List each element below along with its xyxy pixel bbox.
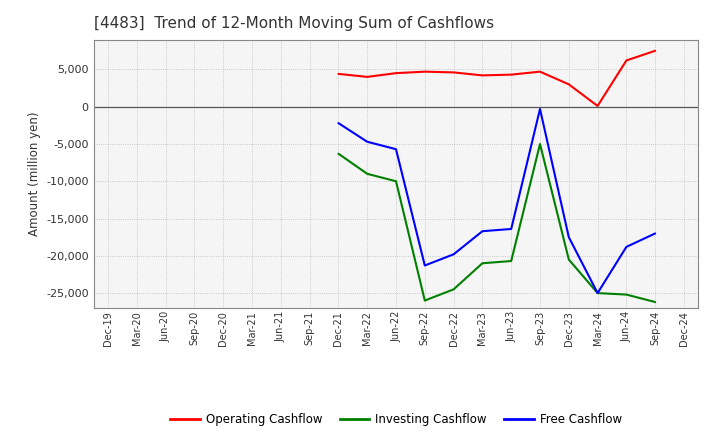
Operating Cashflow xyxy=(478,73,487,78)
Operating Cashflow xyxy=(449,70,458,75)
Investing Cashflow xyxy=(507,258,516,264)
Investing Cashflow xyxy=(536,141,544,147)
Operating Cashflow xyxy=(536,69,544,74)
Free Cashflow xyxy=(478,228,487,234)
Operating Cashflow xyxy=(334,71,343,77)
Free Cashflow xyxy=(507,226,516,231)
Investing Cashflow xyxy=(622,292,631,297)
Operating Cashflow xyxy=(392,70,400,76)
Line: Operating Cashflow: Operating Cashflow xyxy=(338,51,655,106)
Operating Cashflow xyxy=(622,58,631,63)
Operating Cashflow xyxy=(651,48,660,53)
Investing Cashflow xyxy=(392,179,400,184)
Investing Cashflow xyxy=(651,299,660,304)
Operating Cashflow xyxy=(507,72,516,77)
Investing Cashflow xyxy=(363,171,372,176)
Investing Cashflow xyxy=(478,260,487,266)
Free Cashflow xyxy=(593,290,602,296)
Free Cashflow xyxy=(392,147,400,152)
Operating Cashflow xyxy=(593,103,602,109)
Free Cashflow xyxy=(420,263,429,268)
Operating Cashflow xyxy=(420,69,429,74)
Operating Cashflow xyxy=(564,82,573,87)
Line: Free Cashflow: Free Cashflow xyxy=(338,109,655,293)
Free Cashflow xyxy=(651,231,660,236)
Free Cashflow xyxy=(536,106,544,112)
Investing Cashflow xyxy=(593,290,602,296)
Investing Cashflow xyxy=(449,287,458,292)
Free Cashflow xyxy=(334,121,343,126)
Free Cashflow xyxy=(363,139,372,144)
Investing Cashflow xyxy=(420,298,429,303)
Free Cashflow xyxy=(622,244,631,249)
Y-axis label: Amount (million yen): Amount (million yen) xyxy=(27,112,40,236)
Text: [4483]  Trend of 12-Month Moving Sum of Cashflows: [4483] Trend of 12-Month Moving Sum of C… xyxy=(94,16,494,32)
Operating Cashflow xyxy=(363,74,372,80)
Free Cashflow xyxy=(449,252,458,257)
Legend: Operating Cashflow, Investing Cashflow, Free Cashflow: Operating Cashflow, Investing Cashflow, … xyxy=(166,408,626,431)
Investing Cashflow xyxy=(334,151,343,156)
Investing Cashflow xyxy=(564,257,573,262)
Line: Investing Cashflow: Investing Cashflow xyxy=(338,144,655,302)
Free Cashflow xyxy=(564,235,573,240)
